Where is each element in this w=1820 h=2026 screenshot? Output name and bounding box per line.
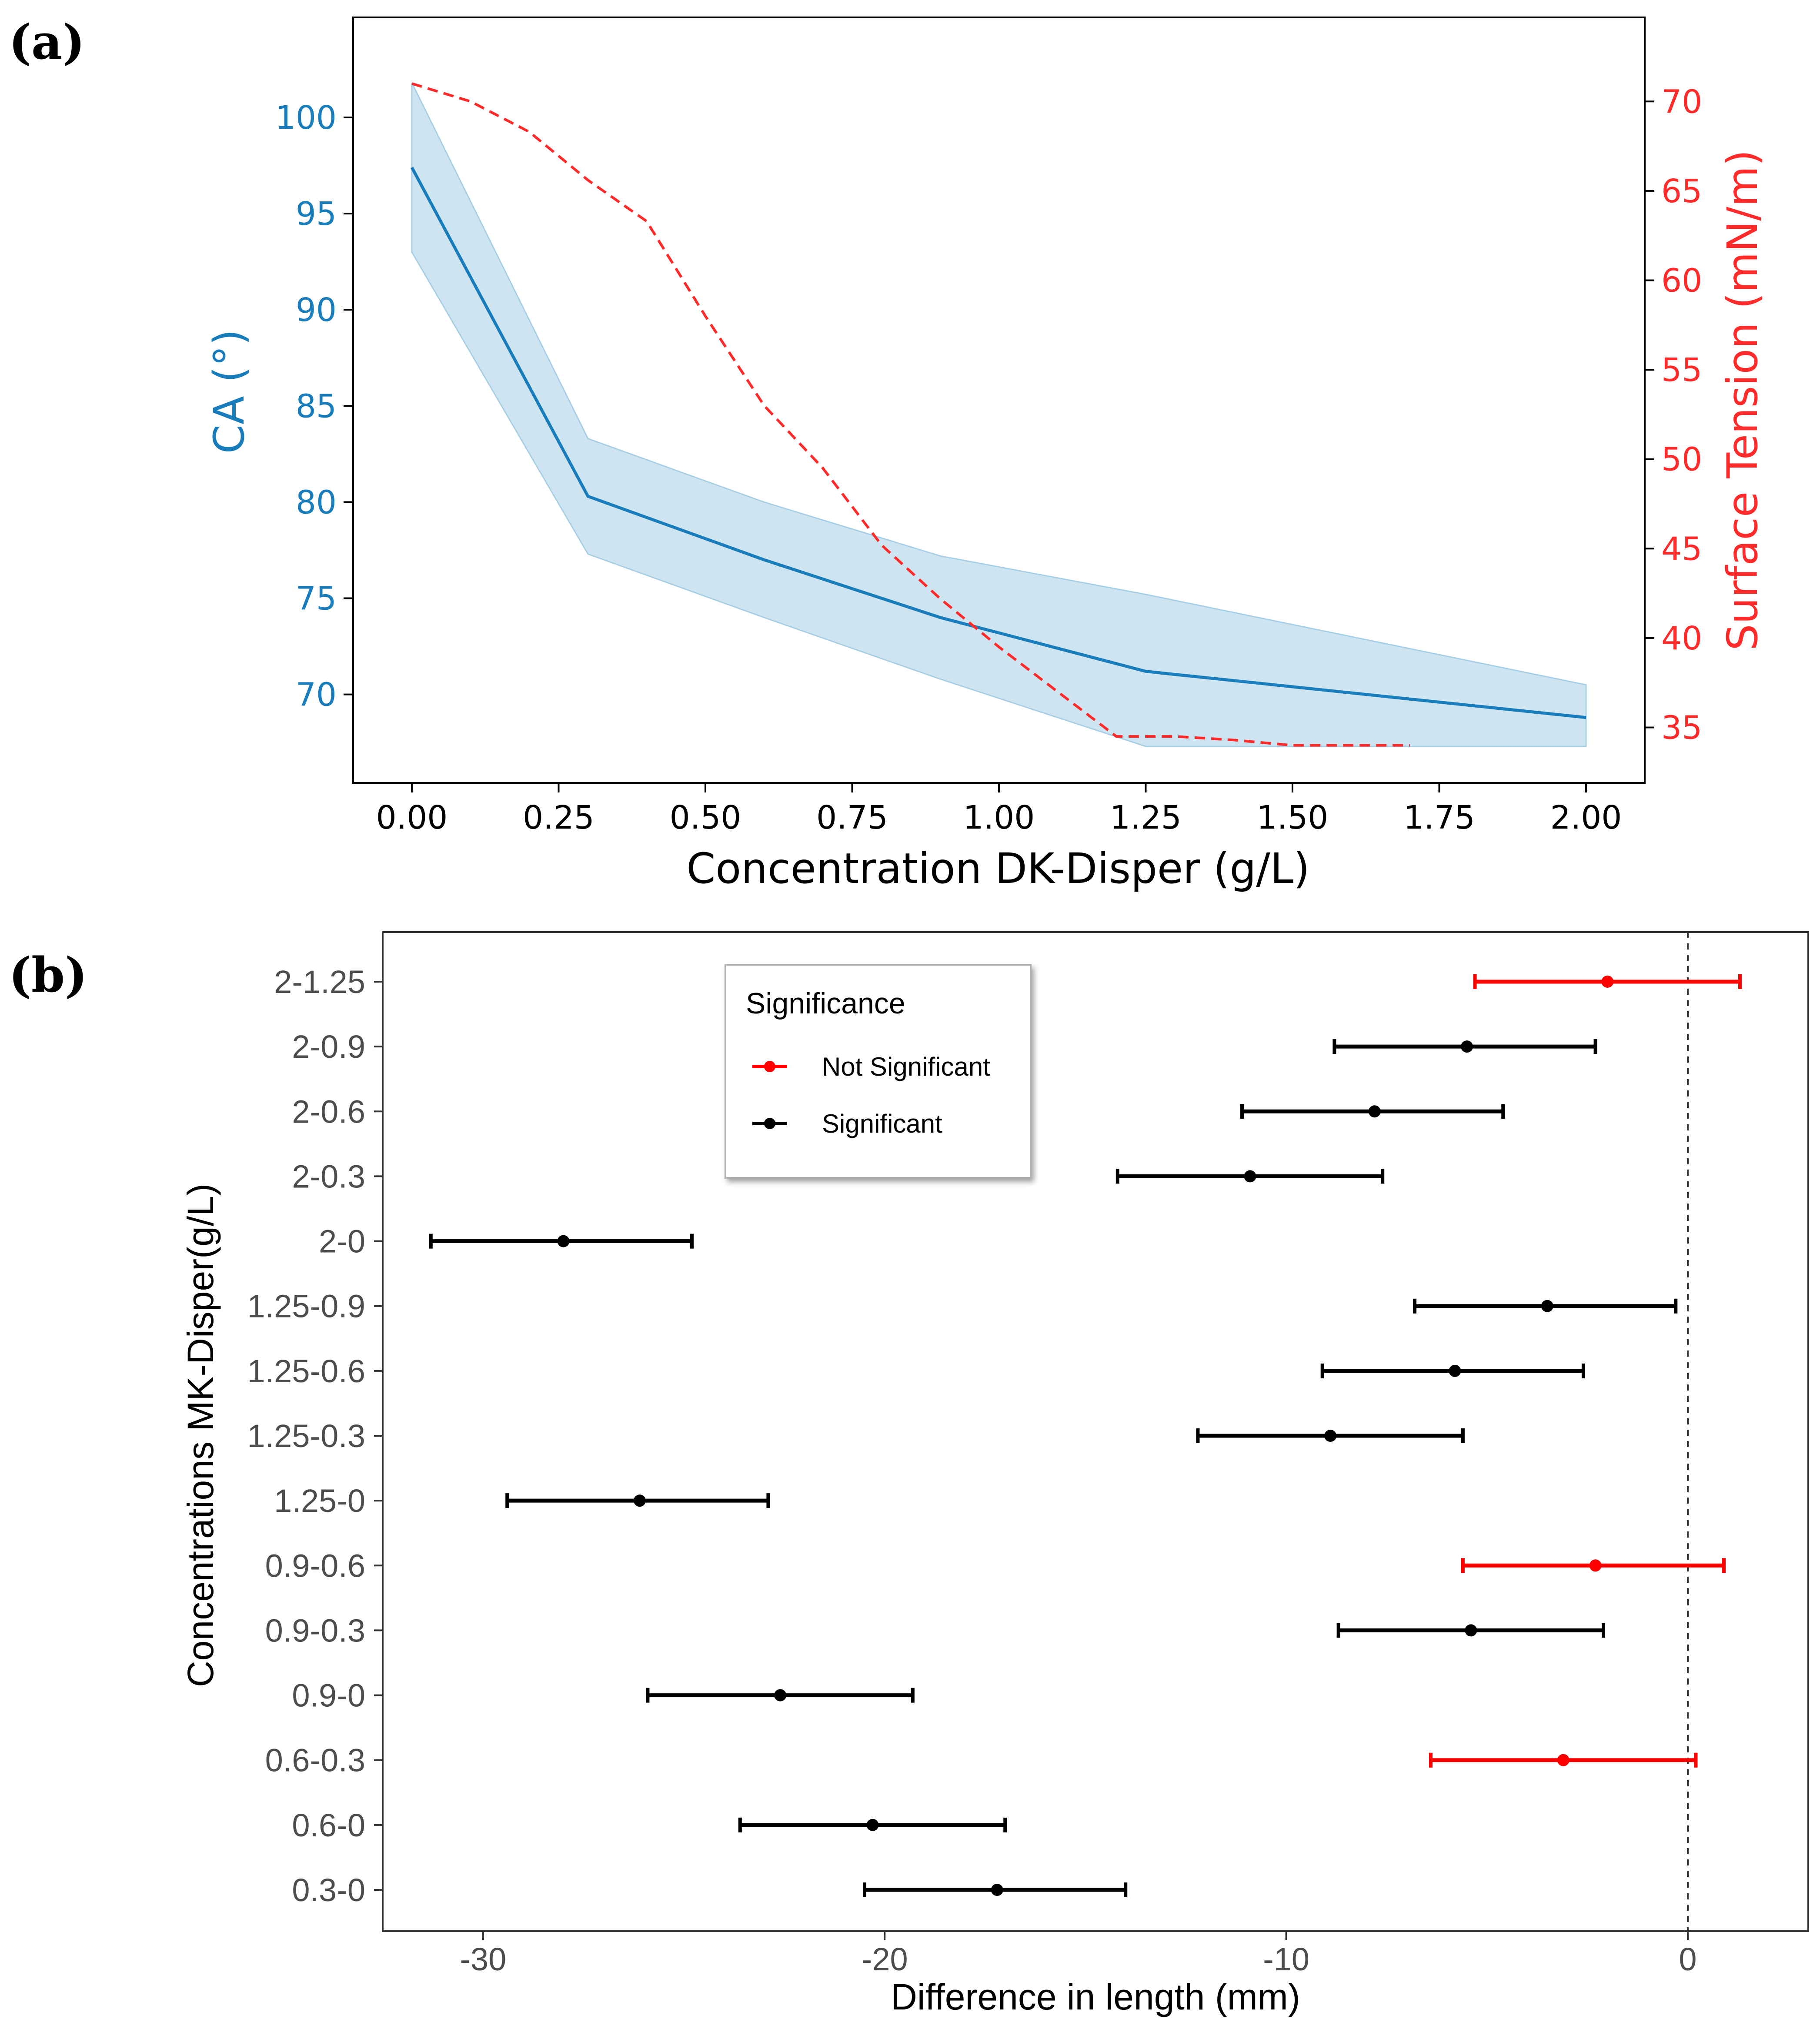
legend-significant-marker	[764, 1118, 775, 1129]
panel-b-plot-frame	[382, 931, 1809, 1932]
panel-a-x-axis-title: Concentration DK-Disper (g/L)	[686, 844, 1309, 893]
y-tick-label: 1.25-0.3	[247, 1418, 365, 1454]
right-y-tick-label: 45	[1661, 530, 1702, 568]
x-tick-label: 2.00	[1550, 799, 1622, 836]
estimate-point-0.9-0	[774, 1689, 787, 1702]
left-y-tick-label: 95	[296, 195, 337, 233]
x-tick-label: 0.75	[816, 799, 888, 836]
y-tick-label: 1.25-0.9	[247, 1288, 365, 1324]
y-tick-label: 0.6-0.3	[265, 1742, 365, 1779]
y-tick-label: 2-0.6	[292, 1093, 365, 1130]
panel-a-left-y-ticks: 70 75 80 85 90 95 100	[275, 99, 353, 714]
legend-not-significant-label: Not Significant	[822, 1052, 990, 1081]
estimate-point-1.25-0.3	[1324, 1430, 1337, 1442]
estimate-point-0.6-0.3	[1557, 1754, 1570, 1766]
y-tick-label: 2-1.25	[274, 964, 365, 1000]
estimate-point-0.6-0	[866, 1819, 879, 1831]
panel-a-right-y-ticks: 35 40 45 50 55 60 65 70	[1645, 83, 1702, 747]
ca-confidence-band	[411, 82, 1587, 747]
right-y-tick-label: 50	[1661, 441, 1702, 478]
estimate-point-2-0	[557, 1235, 570, 1247]
x-tick-label: -20	[862, 1941, 908, 1977]
estimate-point-1.25-0.6	[1449, 1364, 1461, 1377]
y-tick-label: 0.9-0.3	[265, 1612, 365, 1648]
surface-tension-series-line	[411, 82, 1410, 747]
panel-b: (b) 2-1.25 2-0.9 2-0.6 2-0.3 2-0 1.25-0.9 1.25…	[9, 931, 1809, 2017]
estimate-point-0.3-0	[991, 1884, 1003, 1896]
estimate-point-1.25-0	[633, 1494, 646, 1507]
panel-b-y-axis-title: Concentrations MK-Disper(g/L)	[180, 1184, 221, 1687]
a-series-group	[410, 82, 1586, 747]
left-y-tick-label: 85	[296, 388, 337, 425]
x-tick-label: 0.25	[523, 799, 594, 836]
x-tick-label: 0.50	[670, 799, 741, 836]
panel-b-x-ticks: -30 -20 -10 0	[460, 1931, 1697, 1977]
significance-legend: Significance Not Significant Significant	[725, 964, 1032, 1179]
y-tick-label: 0.3-0	[292, 1872, 365, 1908]
right-y-tick-label: 55	[1661, 351, 1702, 389]
estimate-point-0.9-0.6	[1589, 1559, 1602, 1572]
x-tick-label: -30	[460, 1941, 506, 1977]
y-tick-label: 2-0.3	[292, 1158, 365, 1194]
x-tick-label: 0	[1679, 1941, 1696, 1977]
panel-b-errorbars	[429, 974, 1742, 1897]
right-y-tick-label: 40	[1661, 620, 1702, 657]
legend-significant-label: Significant	[822, 1109, 942, 1138]
estimate-point-1.25-0.9	[1541, 1300, 1553, 1312]
x-tick-label: 0.00	[376, 799, 448, 836]
panel-a-x-ticks: 0.00 0.25 0.50 0.75 1.00 1.25 1.50 1.75 2.00	[376, 783, 1622, 836]
left-y-tick-label: 80	[296, 484, 337, 521]
y-tick-label: 0.9-0.6	[265, 1548, 365, 1584]
legend-box	[725, 964, 1032, 1179]
left-y-tick-label: 70	[296, 676, 337, 714]
right-y-tick-label: 60	[1661, 262, 1702, 299]
x-tick-label: 1.25	[1110, 799, 1182, 836]
left-y-tick-label: 90	[296, 291, 337, 329]
panel-a: (a) 0.00 0.25 0.50 0.75 1.00 1.25 1.50 1.75 2.00…	[9, 14, 1767, 893]
x-tick-label: -10	[1263, 1941, 1309, 1977]
y-tick-label: 2-0	[319, 1224, 365, 1260]
y-tick-label: 0.6-0	[292, 1807, 365, 1843]
y-tick-label: 2-0.9	[292, 1029, 365, 1065]
estimate-point-2-0.9	[1461, 1040, 1473, 1053]
panel-a-label: (a)	[9, 14, 85, 70]
estimate-point-0.9-0.3	[1465, 1624, 1477, 1637]
legend-title: Significance	[746, 987, 905, 1020]
ca-series-line	[410, 167, 1586, 719]
x-tick-label: 1.50	[1257, 799, 1329, 836]
panel-b-label: (b)	[9, 947, 87, 1003]
panel-b-y-ticks: 2-1.25 2-0.9 2-0.6 2-0.3 2-0 1.25-0.9 1.25-0.6…	[247, 964, 383, 1908]
y-tick-label: 1.25-0.6	[247, 1353, 365, 1389]
y-tick-label: 0.9-0	[292, 1678, 365, 1714]
right-y-tick-label: 35	[1661, 709, 1702, 747]
estimate-point-2-1.25	[1601, 976, 1614, 988]
y-tick-label: 1.25-0	[274, 1483, 365, 1519]
x-tick-label: 1.75	[1403, 799, 1475, 836]
left-y-tick-label: 75	[296, 580, 337, 617]
right-y-tick-label: 65	[1661, 173, 1702, 210]
panel-a-left-y-axis-title: CA (°)	[205, 329, 254, 454]
x-tick-label: 1.00	[963, 799, 1035, 836]
right-y-tick-label: 70	[1661, 83, 1702, 120]
left-y-tick-label: 100	[275, 99, 337, 137]
estimate-point-2-0.6	[1368, 1105, 1381, 1118]
panel-b-x-axis-title: Difference in length (mm)	[891, 1976, 1300, 2017]
panel-a-right-y-axis-title: Surface Tension (mN/m)	[1718, 150, 1767, 650]
legend-not-significant-marker	[764, 1061, 775, 1072]
ca-confidence-band-group	[411, 82, 1587, 747]
estimate-point-2-0.3	[1244, 1170, 1256, 1183]
